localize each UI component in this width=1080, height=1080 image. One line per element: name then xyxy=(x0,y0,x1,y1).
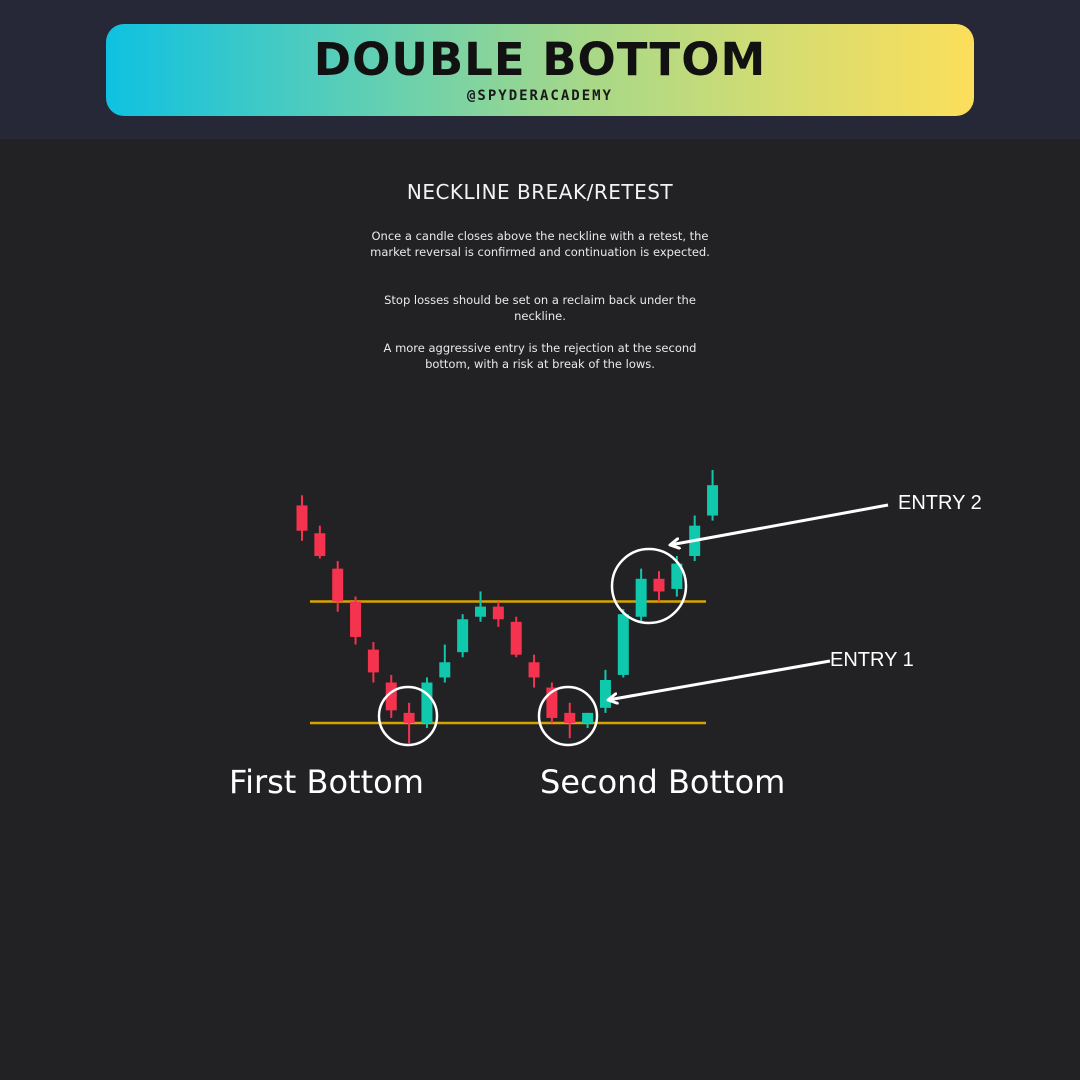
candle-body xyxy=(653,578,665,592)
candle xyxy=(528,654,540,688)
candle xyxy=(296,495,308,541)
candle-body xyxy=(707,485,719,516)
candle-body xyxy=(582,712,594,723)
description-paragraph-3: A more aggressive entry is the rejection… xyxy=(383,341,697,371)
candle xyxy=(617,609,629,678)
candle-body xyxy=(475,606,486,617)
candle xyxy=(421,677,433,729)
entry-2-label: ENTRY 2 xyxy=(898,492,982,514)
candle xyxy=(385,674,397,718)
section-title: NECKLINE BREAK/RETEST xyxy=(406,180,674,204)
candle xyxy=(314,525,326,559)
first-bottom-circle xyxy=(377,685,439,747)
candle-body xyxy=(546,687,558,718)
candle xyxy=(582,712,594,729)
candle xyxy=(653,571,665,602)
description-paragraph-2: Stop losses should be set on a reclaim b… xyxy=(384,293,696,323)
candle-body xyxy=(599,679,611,708)
candle xyxy=(510,616,522,658)
candle-body xyxy=(492,606,504,620)
candle-body xyxy=(367,649,379,673)
candle xyxy=(546,682,558,723)
candle-body xyxy=(350,601,362,637)
candle xyxy=(457,614,469,658)
candle-body xyxy=(403,712,415,723)
candle xyxy=(350,596,362,645)
candle-body xyxy=(671,563,683,589)
second-bottom-label: Second Bottom xyxy=(540,763,785,801)
candle-body xyxy=(332,568,344,602)
retest-circle xyxy=(610,547,688,625)
candle-body xyxy=(439,662,451,678)
candle xyxy=(403,702,415,744)
candle xyxy=(492,601,504,627)
candle xyxy=(635,568,647,622)
candle xyxy=(599,669,611,713)
account-handle: @SPYDERACADEMY xyxy=(466,88,613,104)
description-paragraph-1: Once a candle closes above the neckline … xyxy=(370,229,710,259)
entry-1-arrow xyxy=(608,659,831,700)
candle xyxy=(367,642,379,683)
candle xyxy=(475,591,486,622)
candle-body xyxy=(635,578,647,617)
page-title: DOUBLE BOTTOM xyxy=(313,33,767,86)
candle-body xyxy=(314,533,326,557)
candle xyxy=(332,561,344,612)
title-banner: DOUBLE BOTTOM @SPYDERACADEMY xyxy=(106,24,974,116)
first-bottom-label: First Bottom xyxy=(229,763,424,801)
second-bottom-circle xyxy=(537,685,599,747)
candle xyxy=(564,702,576,739)
candle xyxy=(707,470,719,521)
candle-body xyxy=(421,682,433,723)
candle-body xyxy=(385,682,397,711)
candle-body xyxy=(296,505,308,531)
candle-body xyxy=(510,621,522,655)
entry-1-label: ENTRY 1 xyxy=(830,649,914,671)
candle-body xyxy=(457,619,469,653)
candle-body xyxy=(564,712,576,723)
candle-body xyxy=(528,662,540,678)
entry-2-arrow xyxy=(670,503,889,545)
candle xyxy=(439,644,451,683)
candle-body xyxy=(617,614,629,675)
